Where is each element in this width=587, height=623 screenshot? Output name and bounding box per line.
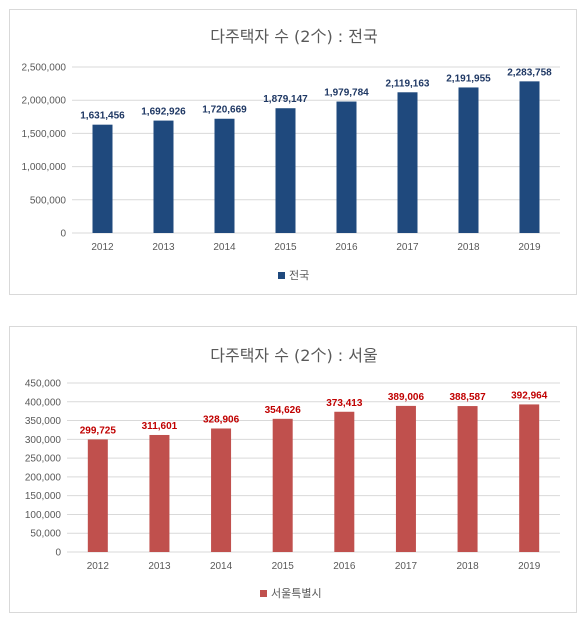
x-tick-label: 2016 (333, 561, 356, 572)
data-label: 299,725 (80, 425, 117, 436)
data-label: 354,626 (265, 405, 302, 416)
y-tick-label: 0 (60, 229, 66, 240)
x-tick-label: 2018 (457, 242, 480, 253)
data-label: 392,964 (511, 390, 548, 401)
data-label: 1,631,456 (80, 111, 125, 122)
x-tick-label: 2012 (87, 561, 110, 572)
x-tick-label: 2015 (272, 561, 295, 572)
data-label: 1,979,784 (324, 88, 369, 99)
bar (275, 108, 296, 233)
x-tick-label: 2013 (152, 242, 175, 253)
data-label: 1,720,669 (202, 105, 247, 116)
bar (92, 124, 113, 233)
y-tick-label: 250,000 (25, 454, 62, 465)
data-label: 373,413 (326, 398, 363, 409)
bar (395, 405, 416, 552)
chart-title: 다주택자 수 (2个) : 전국 (210, 27, 377, 46)
data-label: 389,006 (388, 392, 425, 403)
bar (397, 92, 418, 234)
y-tick-label: 100,000 (25, 510, 62, 521)
y-tick-label: 2,000,000 (22, 96, 67, 107)
bar (457, 406, 478, 552)
y-tick-label: 200,000 (25, 472, 62, 483)
bar (87, 439, 108, 552)
x-tick-label: 2014 (213, 242, 236, 253)
x-tick-label: 2015 (274, 242, 297, 253)
legend-label: 전국 (289, 269, 309, 282)
bar (336, 101, 357, 233)
y-tick-label: 1,000,000 (22, 162, 67, 173)
bar (214, 118, 235, 233)
y-tick-label: 450,000 (25, 379, 62, 390)
legend-swatch (260, 590, 267, 597)
y-tick-label: 400,000 (25, 397, 62, 408)
chart-national: 다주택자 수 (2个) : 전국 0 500,000 1,000,000 1,500,… (22, 27, 560, 282)
data-label: 328,906 (203, 414, 240, 425)
data-label: 2,191,955 (446, 73, 491, 84)
legend-swatch (278, 272, 285, 279)
data-label: 2,119,163 (386, 78, 430, 89)
y-tick-label: 150,000 (25, 491, 62, 502)
x-tick-label: 2017 (396, 242, 419, 253)
data-label: 311,601 (142, 421, 178, 432)
bar (334, 411, 355, 552)
x-tick-label: 2018 (456, 561, 479, 572)
x-tick-label: 2012 (91, 242, 114, 253)
data-label: 1,879,147 (263, 94, 308, 105)
bar (149, 434, 170, 552)
chart-panel-seoul: 다주택자 수 (2个) : 서울 0 50,000 100,000 150,000 20… (9, 326, 577, 613)
x-tick-label: 2019 (518, 242, 541, 253)
bar (272, 418, 293, 552)
chart-seoul: 다주택자 수 (2个) : 서울 0 50,000 100,000 150,000 20… (25, 346, 560, 600)
chart-panel-national: 다주택자 수 (2个) : 전국 0 500,000 1,000,000 1,500,… (9, 9, 577, 295)
data-label: 2,283,758 (507, 67, 552, 78)
bar (211, 428, 232, 552)
bar (519, 81, 540, 234)
bar (153, 120, 174, 233)
y-tick-label: 500,000 (30, 195, 67, 206)
y-tick-label: 350,000 (25, 416, 62, 427)
x-tick-label: 2013 (148, 561, 171, 572)
x-tick-label: 2017 (395, 561, 418, 572)
data-label: 388,587 (449, 392, 486, 403)
x-tick-label: 2016 (335, 242, 358, 253)
y-tick-label: 300,000 (25, 435, 62, 446)
bar (519, 404, 540, 552)
x-tick-label: 2019 (518, 561, 541, 572)
chart-title: 다주택자 수 (2个) : 서울 (210, 346, 377, 365)
y-tick-label: 50,000 (30, 529, 61, 540)
data-label: 1,692,926 (141, 107, 186, 118)
bar (458, 87, 479, 233)
y-tick-label: 1,500,000 (22, 129, 67, 140)
y-tick-label: 2,500,000 (22, 63, 67, 74)
y-tick-label: 0 (55, 548, 61, 559)
legend-label: 서울특별시 (271, 587, 322, 600)
x-tick-label: 2014 (210, 561, 233, 572)
